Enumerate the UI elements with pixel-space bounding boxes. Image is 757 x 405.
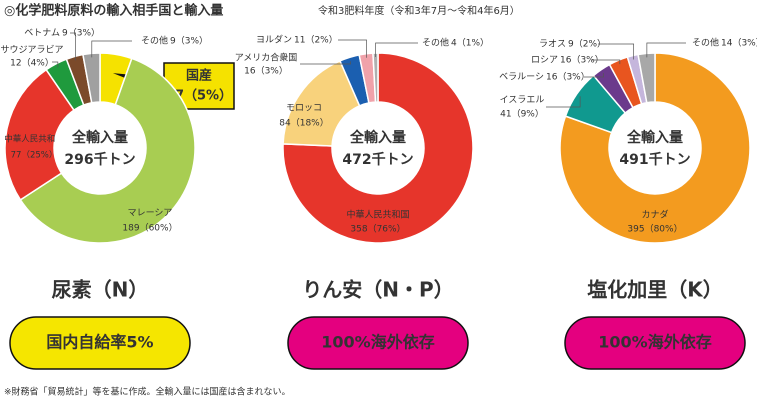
slice-value: 12（4%） — [10, 58, 54, 69]
title: ◎化学肥料原料の輸入相手国と輸入量 — [4, 3, 223, 19]
slice-value: 9（3%） — [62, 28, 100, 39]
leader-line — [375, 42, 418, 58]
donut-hole — [609, 102, 701, 194]
badge — [9, 316, 191, 370]
center-label: 全輸入量 — [71, 129, 128, 146]
slice-value: 84（18%） — [279, 118, 328, 129]
slice-value: 41（9%） — [500, 109, 544, 120]
slice-value: 11（2%） — [294, 35, 338, 46]
slice-value: 358（76%） — [350, 224, 405, 235]
slice-name: マレーシア — [128, 209, 173, 219]
slice-name: 中華人民共和国 — [4, 134, 64, 145]
chart-title: 尿素（N） — [52, 278, 149, 302]
leader-line — [338, 39, 367, 58]
slice-name: サウジアラビア — [0, 45, 63, 56]
slice-name: アメリカ合衆国 — [235, 52, 298, 64]
slice-name: ロシア — [531, 56, 558, 66]
leader-line — [91, 40, 132, 58]
slice-name: ラオス — [539, 39, 566, 50]
slice-name: その他 — [692, 37, 719, 49]
center-label: 全輸入量 — [626, 129, 683, 146]
leader-line — [584, 72, 604, 78]
footnote: ※財務省「貿易統計」等を基に作成。全輸入量には国産は含まれない。 — [4, 386, 291, 398]
slice-value: 77（25%） — [11, 150, 58, 161]
slice-value: 189（60%） — [122, 223, 177, 234]
slice-name: イスラエル — [500, 95, 545, 106]
leader-line — [592, 59, 621, 65]
slice-value: 16（3%） — [244, 66, 288, 77]
chart-title: 塩化加里（K） — [587, 278, 723, 302]
slice-name: モロッコ — [286, 104, 322, 114]
leader-line — [598, 43, 635, 60]
slice-name: 中華人民共和国 — [346, 209, 409, 221]
slice-name: その他 — [422, 37, 449, 49]
leader-line — [70, 32, 76, 61]
center-label: 全輸入量 — [349, 129, 406, 146]
slice-name: 国産 — [186, 68, 212, 84]
leader-line — [546, 96, 581, 108]
slice-value: 16（3%） — [546, 72, 590, 83]
leader-line — [646, 42, 686, 58]
slice-value: 9（3%） — [170, 36, 208, 47]
badge — [287, 316, 469, 370]
slice-value: 9（2%） — [568, 39, 606, 50]
slice-name: その他 — [141, 35, 168, 47]
center-value: 491千トン — [619, 151, 690, 168]
slice-name: ベラルーシ — [499, 72, 544, 83]
badge-text: 国内自給率5% — [46, 333, 153, 352]
slice-value: 16（3%） — [560, 55, 604, 66]
center-value: 472千トン — [342, 151, 413, 168]
center-value: 296千トン — [64, 151, 135, 168]
donut-hole — [54, 102, 146, 194]
badge — [564, 316, 746, 370]
badge-text: 100%海外依存 — [598, 333, 711, 352]
slice-value: 14（3%） — [721, 38, 757, 49]
slice-name: ベトナム — [24, 28, 60, 39]
badge-text: 100%海外依存 — [321, 333, 434, 352]
slice-value: 395（80%） — [627, 224, 682, 235]
leader-line — [52, 61, 59, 68]
donut-hole — [332, 102, 424, 194]
chart-title: りん安（N・P） — [302, 278, 453, 302]
slice-name: カナダ — [641, 209, 668, 221]
subtitle: 令和3肥料年度（令和3年7月～令和4年6月） — [318, 4, 520, 17]
pie-slice — [559, 52, 751, 244]
leader-line — [300, 61, 351, 65]
slice-value: 4（1%） — [451, 38, 489, 49]
slice-name: ヨルダン — [256, 34, 292, 46]
